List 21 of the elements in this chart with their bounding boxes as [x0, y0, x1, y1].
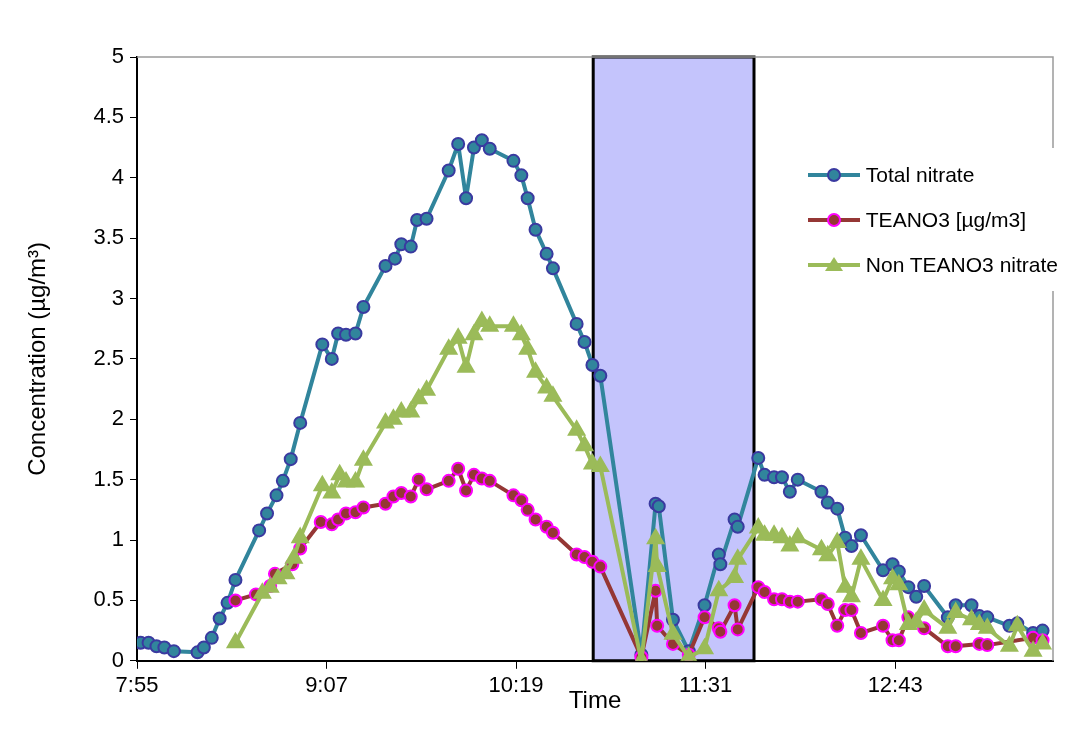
y-tick-label: 2.5	[93, 344, 124, 370]
y-tick-label: 1	[111, 526, 124, 552]
y-tick-label: 3	[111, 284, 124, 310]
y-tick-label: 0.5	[93, 586, 124, 612]
y-axis-title: Concentration (µg/m³)	[23, 241, 51, 476]
x-tick-label: 7:55	[115, 672, 159, 698]
legend-label: TEANO3 [µg/m3]	[865, 207, 1027, 232]
x-tick-label: 9:07	[305, 672, 348, 698]
x-axis-title: Time	[568, 686, 622, 714]
x-tick-label: 11:31	[678, 672, 733, 698]
y-tick-label: 0	[111, 646, 124, 672]
legend-label: Total nitrate	[865, 162, 975, 187]
y-tick-label: 2	[111, 405, 124, 431]
x-tick-label: 10:19	[488, 672, 544, 698]
y-tick-label: 4	[111, 163, 124, 189]
legend-label: Non TEANO3 nitrate	[865, 252, 1058, 277]
x-tick-label: 12:43	[867, 672, 923, 698]
y-tick-label: 5	[111, 43, 124, 69]
y-tick-label: 3.5	[93, 224, 124, 250]
y-tick-label: 4.5	[93, 103, 124, 129]
y-tick-label: 1.5	[93, 465, 124, 491]
